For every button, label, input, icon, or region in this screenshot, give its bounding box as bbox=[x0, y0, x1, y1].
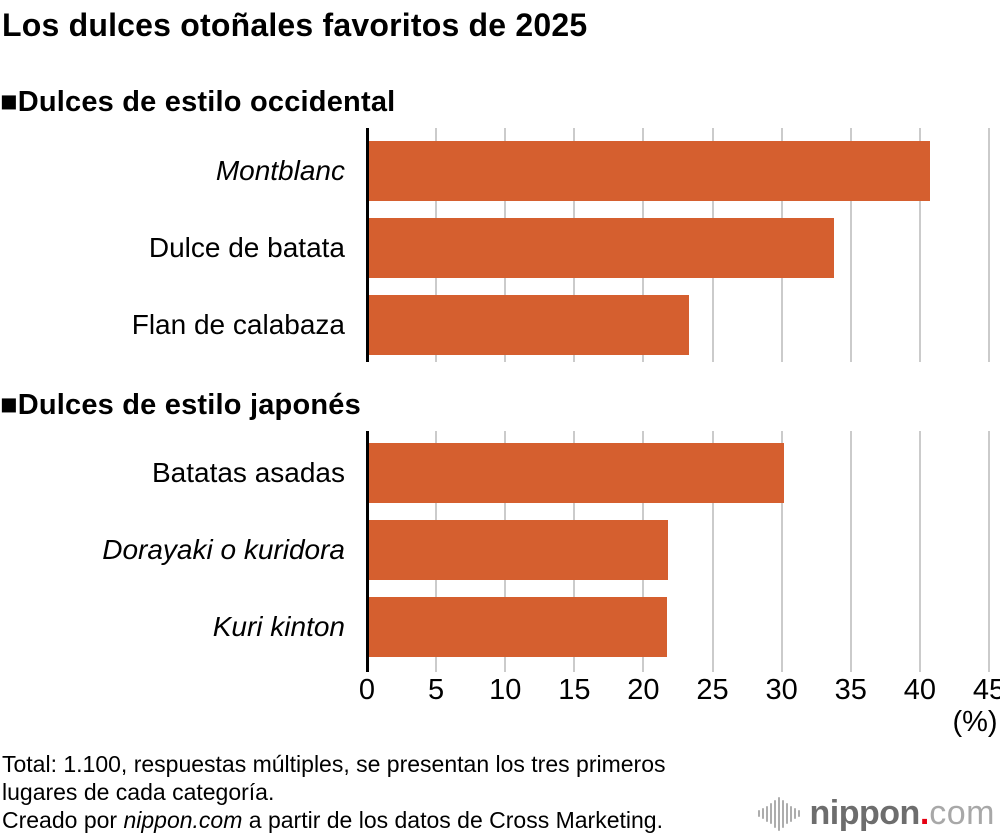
section-header: ■Dulces de estilo occidental bbox=[0, 86, 396, 118]
footer-line-3: Creado por nippon.com a partir de los da… bbox=[2, 806, 1000, 834]
bar bbox=[367, 443, 785, 503]
nippon-com-logo: nippon . com bbox=[757, 794, 995, 833]
soundwave-bar bbox=[789, 805, 792, 822]
axis-unit-label: (%) bbox=[952, 706, 998, 738]
bar bbox=[367, 597, 667, 657]
soundwave-bar bbox=[781, 799, 784, 828]
bar-track bbox=[367, 218, 989, 278]
bar bbox=[367, 295, 690, 355]
soundwave-bar bbox=[797, 810, 800, 817]
category-label: Batatas asadas bbox=[151, 457, 345, 488]
category-label: Kuri kinton bbox=[212, 611, 345, 642]
logo-text-nippon: nippon bbox=[809, 794, 921, 832]
bar-row: Dorayaki o kuridora bbox=[0, 520, 1000, 580]
footer-credit-suffix: a partir de los datos de Cross Marketing… bbox=[242, 807, 663, 833]
chart-title: Los dulces otoñales favoritos de 2025 bbox=[2, 7, 588, 43]
soundwave-bar bbox=[773, 799, 776, 828]
plot-area: Montblanc Dulce de batata Flan de calaba… bbox=[0, 128, 1000, 362]
footer-line-1: Total: 1.100, respuestas múltiples, se p… bbox=[2, 751, 666, 777]
category-label: Dorayaki o kuridora bbox=[102, 534, 345, 565]
bar-track bbox=[367, 597, 989, 657]
bar bbox=[367, 218, 835, 278]
footer-line-2: lugares de cada categoría. bbox=[2, 779, 275, 805]
bar-row: Dulce de batata bbox=[0, 218, 1000, 278]
axis-tick-label: 20 bbox=[627, 674, 660, 706]
bar bbox=[367, 141, 930, 201]
chart-section: ■Dulces de estilo japonés Batatas asadas… bbox=[0, 389, 1000, 672]
logo-text-com: com bbox=[929, 794, 995, 832]
footer-credit-site: nippon.com bbox=[123, 807, 243, 833]
soundwave-bar bbox=[785, 803, 788, 824]
bar-track bbox=[367, 443, 989, 503]
axis-tick-label: 0 bbox=[358, 674, 376, 706]
axis-tick-label: 40 bbox=[903, 674, 937, 706]
axis-tick-label: 45 bbox=[972, 674, 1000, 706]
bar-track bbox=[367, 295, 989, 355]
bar-rows: Batatas asadas Dorayaki o kuridora Kuri … bbox=[0, 431, 1000, 672]
category-label: Flan de calabaza bbox=[131, 309, 345, 340]
bar-row: Kuri kinton bbox=[0, 597, 1000, 657]
bar-track bbox=[367, 141, 989, 201]
soundwave-bar bbox=[765, 805, 768, 822]
footer-note: Total: 1.100, respuestas múltiples, se p… bbox=[2, 750, 1000, 834]
bar-row: Flan de calabaza bbox=[0, 295, 1000, 355]
axis-tick-label: 10 bbox=[489, 674, 522, 706]
axis-tick-label: 35 bbox=[834, 674, 867, 706]
bar-row: Montblanc bbox=[0, 141, 1000, 201]
soundwave-bar bbox=[793, 808, 796, 819]
x-axis: (%) 0 5 10 15 20 25 30 35 40 45 bbox=[359, 672, 1000, 738]
soundwave-bar bbox=[757, 810, 760, 817]
axis-tick-label: 25 bbox=[696, 674, 729, 706]
soundwave-bar bbox=[777, 796, 780, 831]
axis-tick-label: 15 bbox=[558, 674, 591, 706]
charts-container: ■Dulces de estilo occidental Montblanc D… bbox=[0, 86, 1000, 672]
category-label: Montblanc bbox=[215, 155, 345, 186]
bar-rows: Montblanc Dulce de batata Flan de calaba… bbox=[0, 128, 1000, 362]
soundwave-bar bbox=[769, 803, 772, 824]
soundwave-bar bbox=[761, 808, 764, 819]
chart-section: ■Dulces de estilo occidental Montblanc D… bbox=[0, 86, 1000, 362]
plot-area: Batatas asadas Dorayaki o kuridora Kuri … bbox=[0, 431, 1000, 672]
axis-tick-label: 30 bbox=[765, 674, 798, 706]
bar-row: Batatas asadas bbox=[0, 443, 1000, 503]
logo-dot: . bbox=[919, 794, 930, 832]
soundwave-icon bbox=[757, 796, 802, 831]
section-header: ■Dulces de estilo japonés bbox=[0, 389, 361, 421]
footer-credit-prefix: Creado por bbox=[2, 807, 124, 833]
category-label: Dulce de batata bbox=[148, 232, 345, 263]
bar bbox=[367, 520, 669, 580]
axis-tick-label: 5 bbox=[428, 674, 445, 706]
bar-track bbox=[367, 520, 989, 580]
